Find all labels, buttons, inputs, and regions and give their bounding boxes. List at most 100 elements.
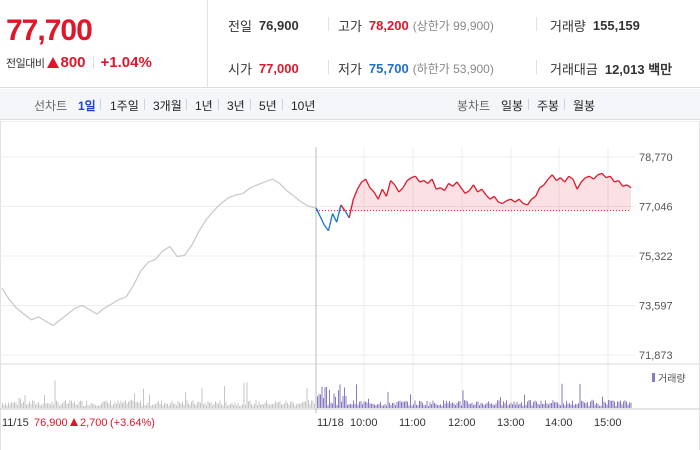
- volume-bar: [245, 404, 246, 408]
- volume-bar: [198, 401, 200, 408]
- divider: [282, 99, 283, 110]
- volume-bar: [342, 396, 344, 408]
- volume-bar: [612, 400, 614, 408]
- volume-bar: [111, 405, 113, 408]
- volume-bar: [60, 403, 62, 408]
- volume-bar: [101, 403, 102, 408]
- candle-monthly-button[interactable]: 월봉: [573, 99, 596, 113]
- price-line-segment: [618, 180, 624, 187]
- price-line-segment: [477, 188, 483, 193]
- volume-bar: [489, 403, 491, 408]
- stat-sub: (하한가 53,900): [412, 62, 494, 76]
- volume-bar: [347, 404, 348, 408]
- volume-bar: [221, 404, 222, 408]
- price-line-segment: [460, 187, 466, 194]
- volume-bar: [354, 404, 356, 408]
- price-chart[interactable]: 78,770 77,046 75,322 73,597 71,873 11/18 10:0…: [0, 121, 700, 450]
- volume-bar: [614, 401, 615, 408]
- volume-bar: [309, 404, 311, 408]
- volume-bar: [185, 392, 186, 408]
- volume-bar: [387, 392, 389, 408]
- price-line-segment: [626, 184, 632, 189]
- volume-bar: [308, 400, 309, 408]
- volume-bar: [251, 404, 252, 408]
- prev-day-series: [1, 178, 317, 327]
- volume-bar: [134, 393, 135, 408]
- volume-bar: [63, 401, 65, 408]
- period-1week-button[interactable]: 1주일: [110, 99, 139, 113]
- period-3month-button[interactable]: 3개월: [153, 99, 182, 113]
- stat-value: 12,013 백만: [604, 62, 673, 77]
- volume-bar: [216, 403, 218, 408]
- volume-bar: [540, 400, 542, 408]
- volume-bar: [138, 402, 140, 408]
- volume-bar: [567, 403, 569, 408]
- period-10year-button[interactable]: 10년: [291, 99, 316, 113]
- volume-bar: [95, 405, 96, 408]
- period-1year-button[interactable]: 1년: [195, 99, 213, 113]
- volume-bar: [446, 400, 447, 408]
- price-line-segment: [365, 178, 371, 188]
- volume-bar: [533, 401, 534, 408]
- volume-bar: [587, 402, 588, 408]
- volume-bar: [405, 400, 407, 408]
- volume-bar: [252, 405, 254, 408]
- volume-bar: [392, 402, 393, 408]
- volume-bar: [491, 403, 492, 408]
- volume-bar: [270, 404, 272, 408]
- volume-bar: [263, 404, 264, 408]
- volume-bar: [461, 405, 462, 408]
- stat-prev-close: 전일 76,900: [228, 16, 299, 35]
- candle-daily-button[interactable]: 일봉: [501, 99, 524, 113]
- volume-bar: [279, 401, 281, 408]
- volume-bar: [348, 404, 350, 408]
- volume-bar: [503, 401, 504, 408]
- volume-bar: [320, 394, 321, 408]
- volume-bar: [413, 404, 414, 408]
- period-5year-button[interactable]: 5년: [259, 99, 277, 113]
- volume-bar: [321, 386, 323, 408]
- prev-day-date: 11/15: [2, 417, 29, 429]
- volume-bar: [339, 384, 341, 408]
- volume-bar: [137, 401, 138, 408]
- price-line-segment: [580, 177, 586, 183]
- volume-bar: [432, 400, 434, 408]
- volume-bar: [312, 400, 314, 408]
- price-line-segment: [331, 213, 338, 223]
- stat-label: 거래대금: [550, 62, 598, 77]
- price-line-segment: [485, 194, 491, 200]
- volume-bar: [26, 404, 27, 408]
- volume-bar: [182, 401, 183, 408]
- volume-bar: [561, 383, 563, 408]
- volume-bar: [368, 398, 369, 408]
- period-1day-button[interactable]: 1일: [78, 99, 96, 113]
- volume-bar: [24, 395, 26, 408]
- volume-bar: [599, 405, 600, 408]
- price-line-segment: [381, 188, 388, 197]
- volume-bar: [237, 403, 239, 408]
- price-line-segment: [340, 204, 346, 212]
- volume-bar: [239, 405, 240, 408]
- stat-high: 고가 78,200 (상한가 99,900): [338, 16, 494, 35]
- volume-bar: [462, 390, 464, 408]
- volume-bar: [234, 402, 236, 408]
- volume-bars: [2, 380, 632, 408]
- x-tick-label: 13:00: [497, 417, 525, 429]
- volume-bar: [174, 403, 176, 408]
- volume-bar: [444, 403, 446, 408]
- candle-weekly-button[interactable]: 주봉: [537, 99, 560, 113]
- volume-bar: [437, 405, 438, 408]
- volume-bar: [131, 400, 132, 408]
- volume-bar: [191, 401, 192, 408]
- volume-bar: [317, 396, 318, 408]
- volume-bar: [453, 403, 455, 408]
- volume-bar: [57, 402, 59, 408]
- volume-bar: [492, 404, 494, 408]
- volume-bar: [488, 401, 489, 408]
- volume-bar: [192, 400, 194, 408]
- volume-bar: [399, 400, 401, 408]
- period-3year-button[interactable]: 3년: [227, 99, 245, 113]
- volume-bar: [285, 400, 287, 408]
- price-line-segment: [419, 179, 424, 183]
- volume-bar: [393, 403, 395, 408]
